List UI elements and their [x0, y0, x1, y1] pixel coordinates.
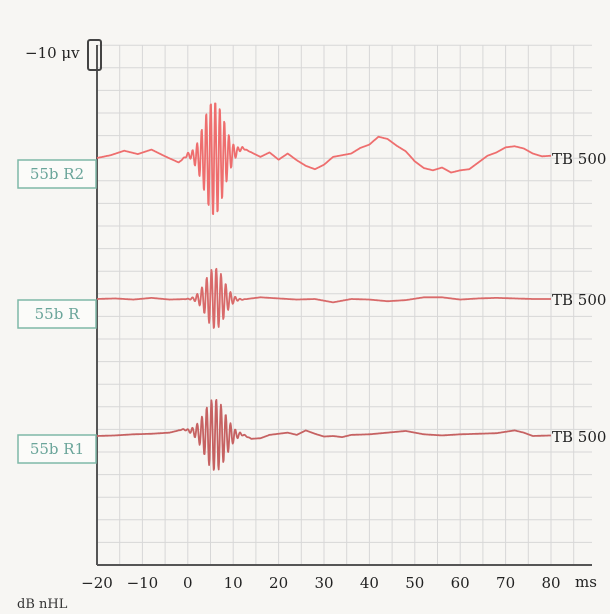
trace-line: [96, 267, 552, 329]
trace-line: [96, 399, 552, 471]
trace-labels: 55b R2 TB 500 55b R TB 500 55b R1 TB 500: [17, 150, 606, 464]
scale-label: −10 μv: [25, 44, 80, 62]
trace-right-label: TB 500: [552, 291, 606, 309]
scale-bar-box: [87, 39, 102, 71]
x-tick-label: −10: [127, 574, 159, 592]
x-tick-label: 10: [224, 574, 243, 592]
x-tick-label: 70: [496, 574, 515, 592]
trace-label: 55b R: [35, 305, 80, 323]
x-tick-label: 20: [269, 574, 288, 592]
x-tick-label: 60: [451, 574, 470, 592]
traces: [96, 102, 552, 471]
trace-label: 55b R2: [30, 165, 84, 183]
trace-label: 55b R1: [30, 440, 84, 458]
axes: −10 μv dB nHL ms: [17, 39, 597, 612]
x-tick-label: 0: [183, 574, 193, 592]
trace-label-box: [17, 159, 97, 189]
x-tick-label: 40: [360, 574, 379, 592]
x-tick-labels: −20 −10 0 10 20 30 40 50 60 70 80: [81, 574, 560, 592]
trace-line: [96, 102, 552, 215]
x-axis-label: ms: [575, 573, 597, 591]
trace-label-box: [17, 299, 97, 329]
x-tick-label: 30: [314, 574, 333, 592]
trace-right-label: TB 500: [552, 150, 606, 168]
y-axis-label: dB nHL: [17, 597, 68, 612]
trace-right-label: TB 500: [552, 428, 606, 446]
x-tick-label: 50: [405, 574, 424, 592]
trace-label-box: [17, 434, 97, 464]
x-tick-label: −20: [81, 574, 113, 592]
grid: [96, 44, 592, 566]
x-tick-label: 80: [541, 574, 560, 592]
